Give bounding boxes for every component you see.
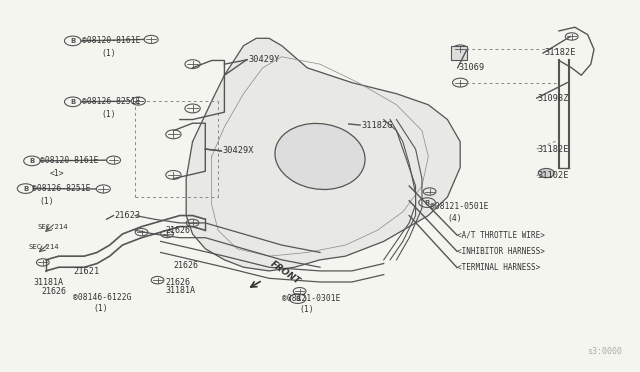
Text: (4): (4) <box>447 214 462 223</box>
Text: 31182G: 31182G <box>362 121 393 129</box>
Text: B: B <box>70 99 76 105</box>
Text: 21626: 21626 <box>166 226 191 235</box>
Text: SEC.214: SEC.214 <box>37 224 68 230</box>
Text: 21623: 21623 <box>115 211 141 220</box>
Text: 31069: 31069 <box>459 62 485 72</box>
Text: 31181A: 31181A <box>33 278 63 287</box>
Text: B: B <box>70 38 76 44</box>
Text: 31098Z: 31098Z <box>538 94 570 103</box>
Polygon shape <box>186 38 460 271</box>
Text: 21626: 21626 <box>166 278 191 287</box>
Bar <box>451 46 467 61</box>
Text: 30429X: 30429X <box>223 147 254 155</box>
Text: 31182E: 31182E <box>544 48 576 57</box>
Text: B: B <box>295 296 300 302</box>
Text: ®08121-0501E: ®08121-0501E <box>429 202 488 211</box>
Text: FRONT: FRONT <box>269 259 302 286</box>
Text: 30429Y: 30429Y <box>248 55 280 64</box>
Text: (1): (1) <box>101 49 116 58</box>
Text: (1): (1) <box>94 304 108 313</box>
Text: 21626: 21626 <box>42 288 67 296</box>
Text: SEC.214: SEC.214 <box>28 244 59 250</box>
Text: 31182E: 31182E <box>538 145 570 154</box>
Text: ®08126-8251E: ®08126-8251E <box>32 184 90 193</box>
Text: B: B <box>424 200 429 206</box>
Text: ®08126-8251E: ®08126-8251E <box>83 97 141 106</box>
Text: 21626: 21626 <box>173 261 198 270</box>
Text: <A/T THROTTLE WIRE>: <A/T THROTTLE WIRE> <box>457 231 545 240</box>
Text: (1): (1) <box>101 109 116 119</box>
Text: (1): (1) <box>300 305 314 314</box>
Text: s3:0000: s3:0000 <box>588 347 623 356</box>
Text: B: B <box>23 186 28 192</box>
Text: 31102E: 31102E <box>538 171 570 180</box>
Text: <TERMINAL HARNESS>: <TERMINAL HARNESS> <box>457 263 540 272</box>
Text: ®08120-8161E: ®08120-8161E <box>40 156 98 166</box>
Text: ®08146-6122G: ®08146-6122G <box>74 293 132 302</box>
Text: (1): (1) <box>40 197 54 206</box>
Ellipse shape <box>538 169 554 178</box>
Text: <1>: <1> <box>49 169 64 177</box>
Text: 31181A: 31181A <box>166 286 196 295</box>
Text: B: B <box>29 158 35 164</box>
Ellipse shape <box>275 124 365 189</box>
Text: ®08121-0301E: ®08121-0301E <box>282 294 340 303</box>
Text: <INHIBITOR HARNESS>: <INHIBITOR HARNESS> <box>457 247 545 256</box>
Text: ®08120-8161E: ®08120-8161E <box>83 36 141 45</box>
Text: 21621: 21621 <box>74 267 100 276</box>
